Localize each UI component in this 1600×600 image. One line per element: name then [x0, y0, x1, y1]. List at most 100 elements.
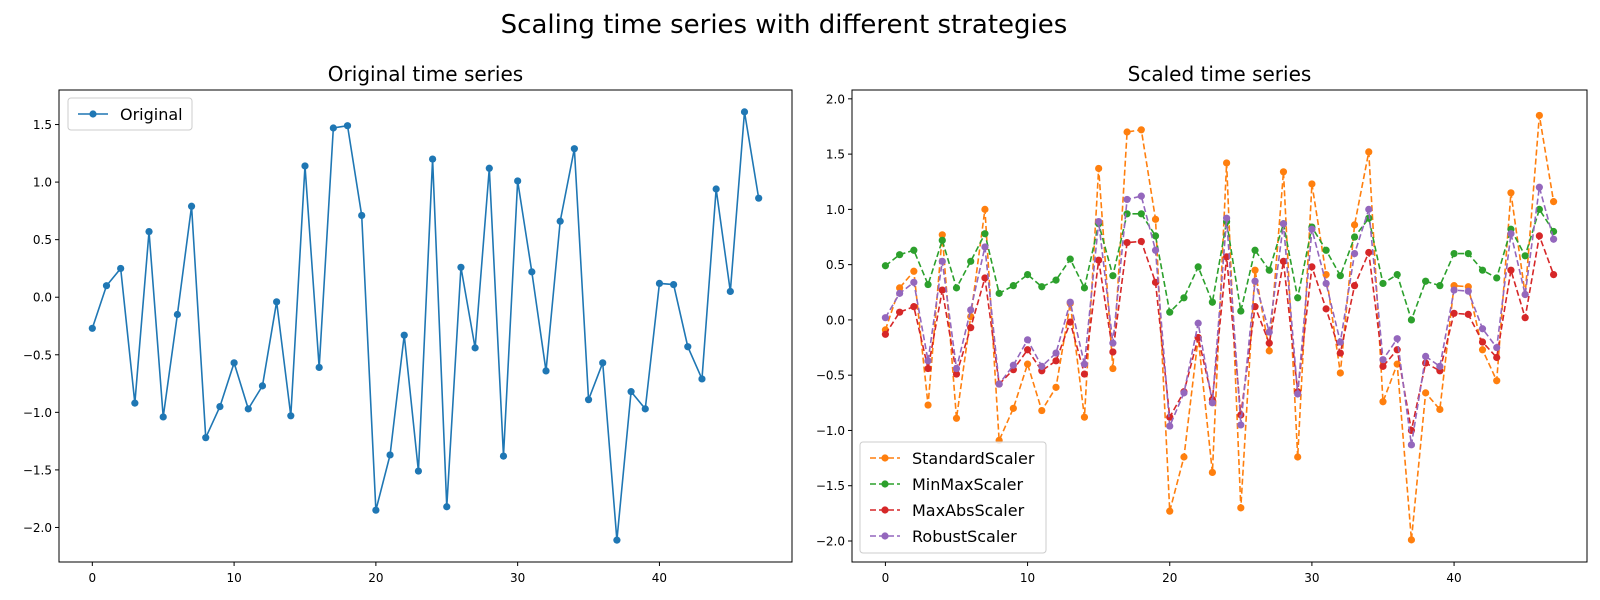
data-point — [570, 145, 578, 153]
data-point — [1478, 325, 1487, 333]
data-point — [1166, 507, 1174, 515]
data-point — [1549, 235, 1558, 243]
data-point — [556, 217, 564, 225]
data-point — [881, 330, 890, 338]
data-point — [287, 412, 295, 420]
y-tick-label: 1.5 — [826, 148, 845, 162]
data-point — [995, 380, 1003, 388]
data-point — [329, 124, 337, 132]
data-point — [1322, 271, 1330, 279]
data-point — [1095, 256, 1103, 264]
series-line-original — [91, 111, 760, 541]
data-point — [896, 251, 904, 259]
series-line-minmaxscaler — [884, 207, 1555, 323]
data-point — [1166, 413, 1174, 421]
data-point — [1109, 364, 1117, 373]
data-point — [1066, 255, 1074, 263]
data-point — [981, 230, 989, 238]
legend-marker — [881, 532, 889, 540]
data-point — [1038, 406, 1046, 415]
data-point — [1535, 205, 1543, 213]
x-tick-label: 30 — [510, 571, 525, 585]
data-point — [131, 399, 139, 407]
data-point — [1052, 357, 1060, 365]
data-point — [102, 282, 111, 290]
data-point — [301, 162, 309, 170]
data-point — [755, 194, 763, 202]
data-point — [1208, 468, 1216, 477]
data-point — [910, 303, 918, 311]
legend-label: MinMaxScaler — [912, 475, 1024, 494]
legend-item: Original — [78, 105, 183, 124]
data-point — [1052, 349, 1060, 357]
data-point — [1123, 210, 1131, 218]
data-point — [740, 108, 749, 116]
data-point — [1322, 279, 1330, 288]
data-point — [1080, 360, 1089, 368]
data-point — [315, 363, 323, 372]
data-point — [1009, 361, 1017, 369]
data-point — [1322, 305, 1330, 313]
data-point — [1023, 336, 1032, 344]
data-point — [1023, 346, 1032, 354]
data-point — [244, 405, 252, 413]
data-point — [1023, 360, 1032, 368]
y-tick-label: −0.5 — [816, 369, 845, 383]
data-point — [358, 211, 366, 220]
data-point — [1151, 215, 1160, 223]
original-plot-title: Original time series — [328, 62, 523, 86]
data-point — [896, 308, 904, 316]
x-tick-label: 20 — [368, 571, 383, 585]
data-point — [627, 388, 635, 396]
data-point — [924, 280, 932, 289]
data-point — [1095, 164, 1103, 173]
data-point — [1137, 210, 1145, 218]
data-point — [1535, 232, 1543, 240]
data-point — [1336, 338, 1344, 346]
data-point — [499, 452, 508, 460]
data-point — [1151, 232, 1160, 240]
data-point — [1422, 277, 1430, 285]
data-point — [1464, 287, 1472, 295]
legend-item: StandardScaler — [870, 449, 1035, 468]
data-point — [1294, 294, 1302, 302]
data-point — [1365, 205, 1373, 213]
legend-label: Original — [120, 105, 183, 124]
legend-label: RobustScaler — [912, 527, 1017, 546]
data-point — [726, 287, 734, 296]
legend-item: MaxAbsScaler — [870, 501, 1025, 520]
data-point — [1279, 220, 1288, 228]
data-point — [1521, 314, 1529, 322]
data-point — [910, 278, 918, 286]
y-tick-label: −1.5 — [23, 463, 52, 477]
y-tick-label: 2.0 — [826, 92, 845, 106]
legend: StandardScaler MinMaxScaler MaxAbsScaler Ro… — [859, 441, 1047, 554]
data-point — [1322, 246, 1330, 254]
data-point — [1194, 263, 1202, 271]
figure-title: Scaling time series with different strat… — [501, 10, 1068, 40]
original-time-series-plot: Original time series 0 10 20 30 40 −2.0 −1.5 −1… — [23, 62, 793, 585]
data-point — [881, 314, 890, 322]
data-point — [1237, 421, 1245, 429]
data-point — [443, 503, 451, 511]
data-point — [1379, 356, 1387, 364]
data-point — [400, 331, 408, 339]
data-point — [1194, 319, 1202, 327]
data-point — [216, 402, 224, 411]
legend-label: StandardScaler — [912, 449, 1035, 468]
legend-marker — [89, 110, 97, 118]
data-point — [1493, 274, 1501, 282]
data-point — [1294, 453, 1302, 461]
data-point — [1265, 347, 1273, 355]
data-point — [1393, 271, 1401, 279]
data-point — [1123, 195, 1131, 204]
data-point — [414, 467, 423, 475]
data-point — [1450, 250, 1458, 258]
x-tick-label: 30 — [1304, 571, 1319, 585]
data-point — [1436, 362, 1444, 370]
data-point — [1251, 246, 1259, 254]
data-point — [145, 228, 153, 236]
legend-marker — [881, 480, 889, 488]
y-tick-label: −1.5 — [816, 479, 845, 493]
data-point — [1350, 221, 1359, 229]
